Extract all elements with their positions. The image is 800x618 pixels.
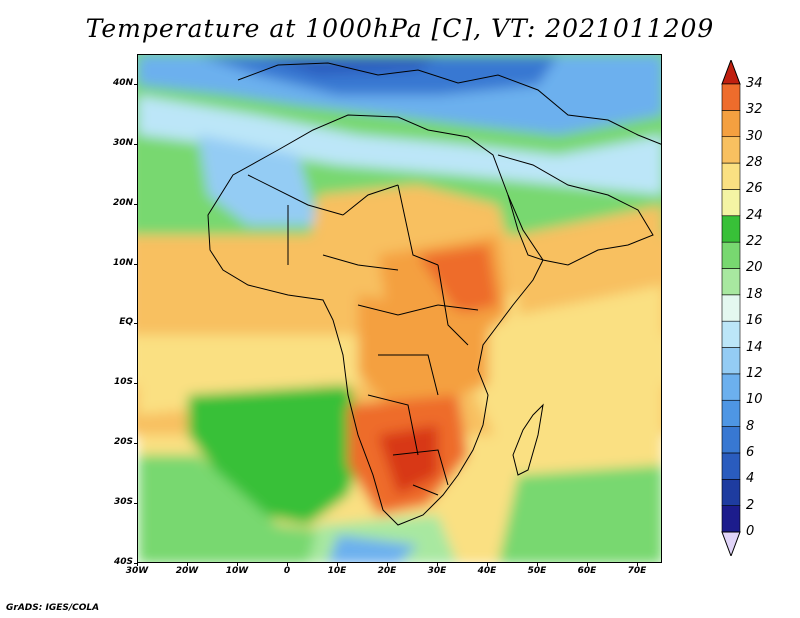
lon-tick <box>487 563 488 566</box>
colorbar-bin <box>721 505 741 533</box>
lat-tick <box>134 503 137 505</box>
lon-label: 0 <box>283 566 291 576</box>
grads-credit: GrADS: IGES/COLA <box>6 603 100 613</box>
temperature-field <box>138 55 661 562</box>
colorbar-bin <box>721 268 741 296</box>
lon-tick <box>537 563 538 566</box>
colorbar-bin <box>721 162 741 190</box>
africa-coastline <box>207 114 544 526</box>
lon-label: 50E <box>527 566 547 576</box>
colorbar-bin <box>721 294 741 322</box>
lat-label: 30N <box>112 137 133 148</box>
lon-tick <box>237 563 238 566</box>
colorbar-label: 2 <box>746 497 755 513</box>
colorbar-bin <box>721 452 741 480</box>
lat-tick <box>134 383 137 385</box>
colorbar-label: 34 <box>746 76 763 91</box>
lon-tick <box>137 563 138 566</box>
colorbar-bin <box>721 399 741 427</box>
lat-tick <box>134 143 137 145</box>
lat-tick <box>134 563 137 564</box>
lat-tick <box>134 323 137 325</box>
lon-label: 60E <box>577 566 597 576</box>
colorbar-label: 30 <box>746 128 763 144</box>
colorbar-label: 12 <box>746 365 763 381</box>
madagascar-outline <box>512 403 544 476</box>
colorbar-label: 6 <box>746 444 755 460</box>
colorbar-bin <box>721 320 741 348</box>
lon-label: 70E <box>627 566 647 576</box>
lon-tick <box>337 563 338 566</box>
colorbar-label: 10 <box>746 392 763 408</box>
colorbar-label: 20 <box>746 260 763 276</box>
colorbar-label: 18 <box>746 286 763 302</box>
colorbar-label: 32 <box>746 102 763 118</box>
lat-label: 40N <box>112 77 133 88</box>
lat-tick <box>134 83 137 85</box>
colorbar-label: 26 <box>746 181 763 197</box>
lon-label: 30W <box>125 566 149 576</box>
colorbar-bin <box>721 373 741 401</box>
lon-tick <box>637 563 638 566</box>
lon-tick <box>187 563 188 566</box>
colorbar-label: 16 <box>746 313 763 329</box>
colorbar-bin <box>721 215 741 243</box>
lat-tick <box>134 263 137 265</box>
colorbar-over-arrow <box>721 60 741 85</box>
colorbar-bin <box>721 426 741 454</box>
lat-tick <box>134 203 137 205</box>
lon-tick <box>437 563 438 566</box>
colorbar-label: 8 <box>746 418 755 434</box>
lat-tick <box>134 443 137 445</box>
lat-label: 20S <box>113 437 133 448</box>
colorbar-label: 24 <box>746 207 763 223</box>
lon-label: 30E <box>427 566 447 576</box>
lon-tick <box>387 563 388 566</box>
lat-label: EQ <box>119 317 133 328</box>
lon-label: 10W <box>225 566 249 576</box>
lon-label: 10E <box>327 566 347 576</box>
lon-label: 20E <box>377 566 397 576</box>
colorbar-bin <box>721 110 741 138</box>
colorbar-label: 22 <box>746 234 763 250</box>
colorbar-label: 4 <box>746 471 755 487</box>
lon-label: 20W <box>175 566 199 576</box>
colorbar-bin <box>721 347 741 375</box>
colorbar-under-arrow <box>721 531 741 556</box>
colorbar-label: 0 <box>746 524 755 539</box>
colorbar-label: 28 <box>746 155 763 171</box>
europe-coastline <box>237 62 661 145</box>
colorbar-bin <box>721 478 741 506</box>
colorbar-label: 14 <box>746 339 763 355</box>
colorbar-bin <box>721 83 741 111</box>
map-title: Temperature at 1000hPa [C], VT: 20210112… <box>85 14 715 43</box>
lat-label: 30S <box>113 497 133 508</box>
colorbar-bin <box>721 241 741 269</box>
temperature-map <box>137 54 662 563</box>
lon-tick <box>587 563 588 566</box>
lat-label: 40S <box>113 557 133 567</box>
lat-label: 20N <box>112 197 133 208</box>
lat-label: 10S <box>113 377 133 388</box>
lon-label: 40E <box>477 566 497 576</box>
lon-tick <box>287 563 288 566</box>
arabia-coastline <box>497 154 654 266</box>
colorbar-bin <box>721 189 741 217</box>
lat-label: 10N <box>112 257 133 268</box>
colorbar-bin <box>721 136 741 164</box>
